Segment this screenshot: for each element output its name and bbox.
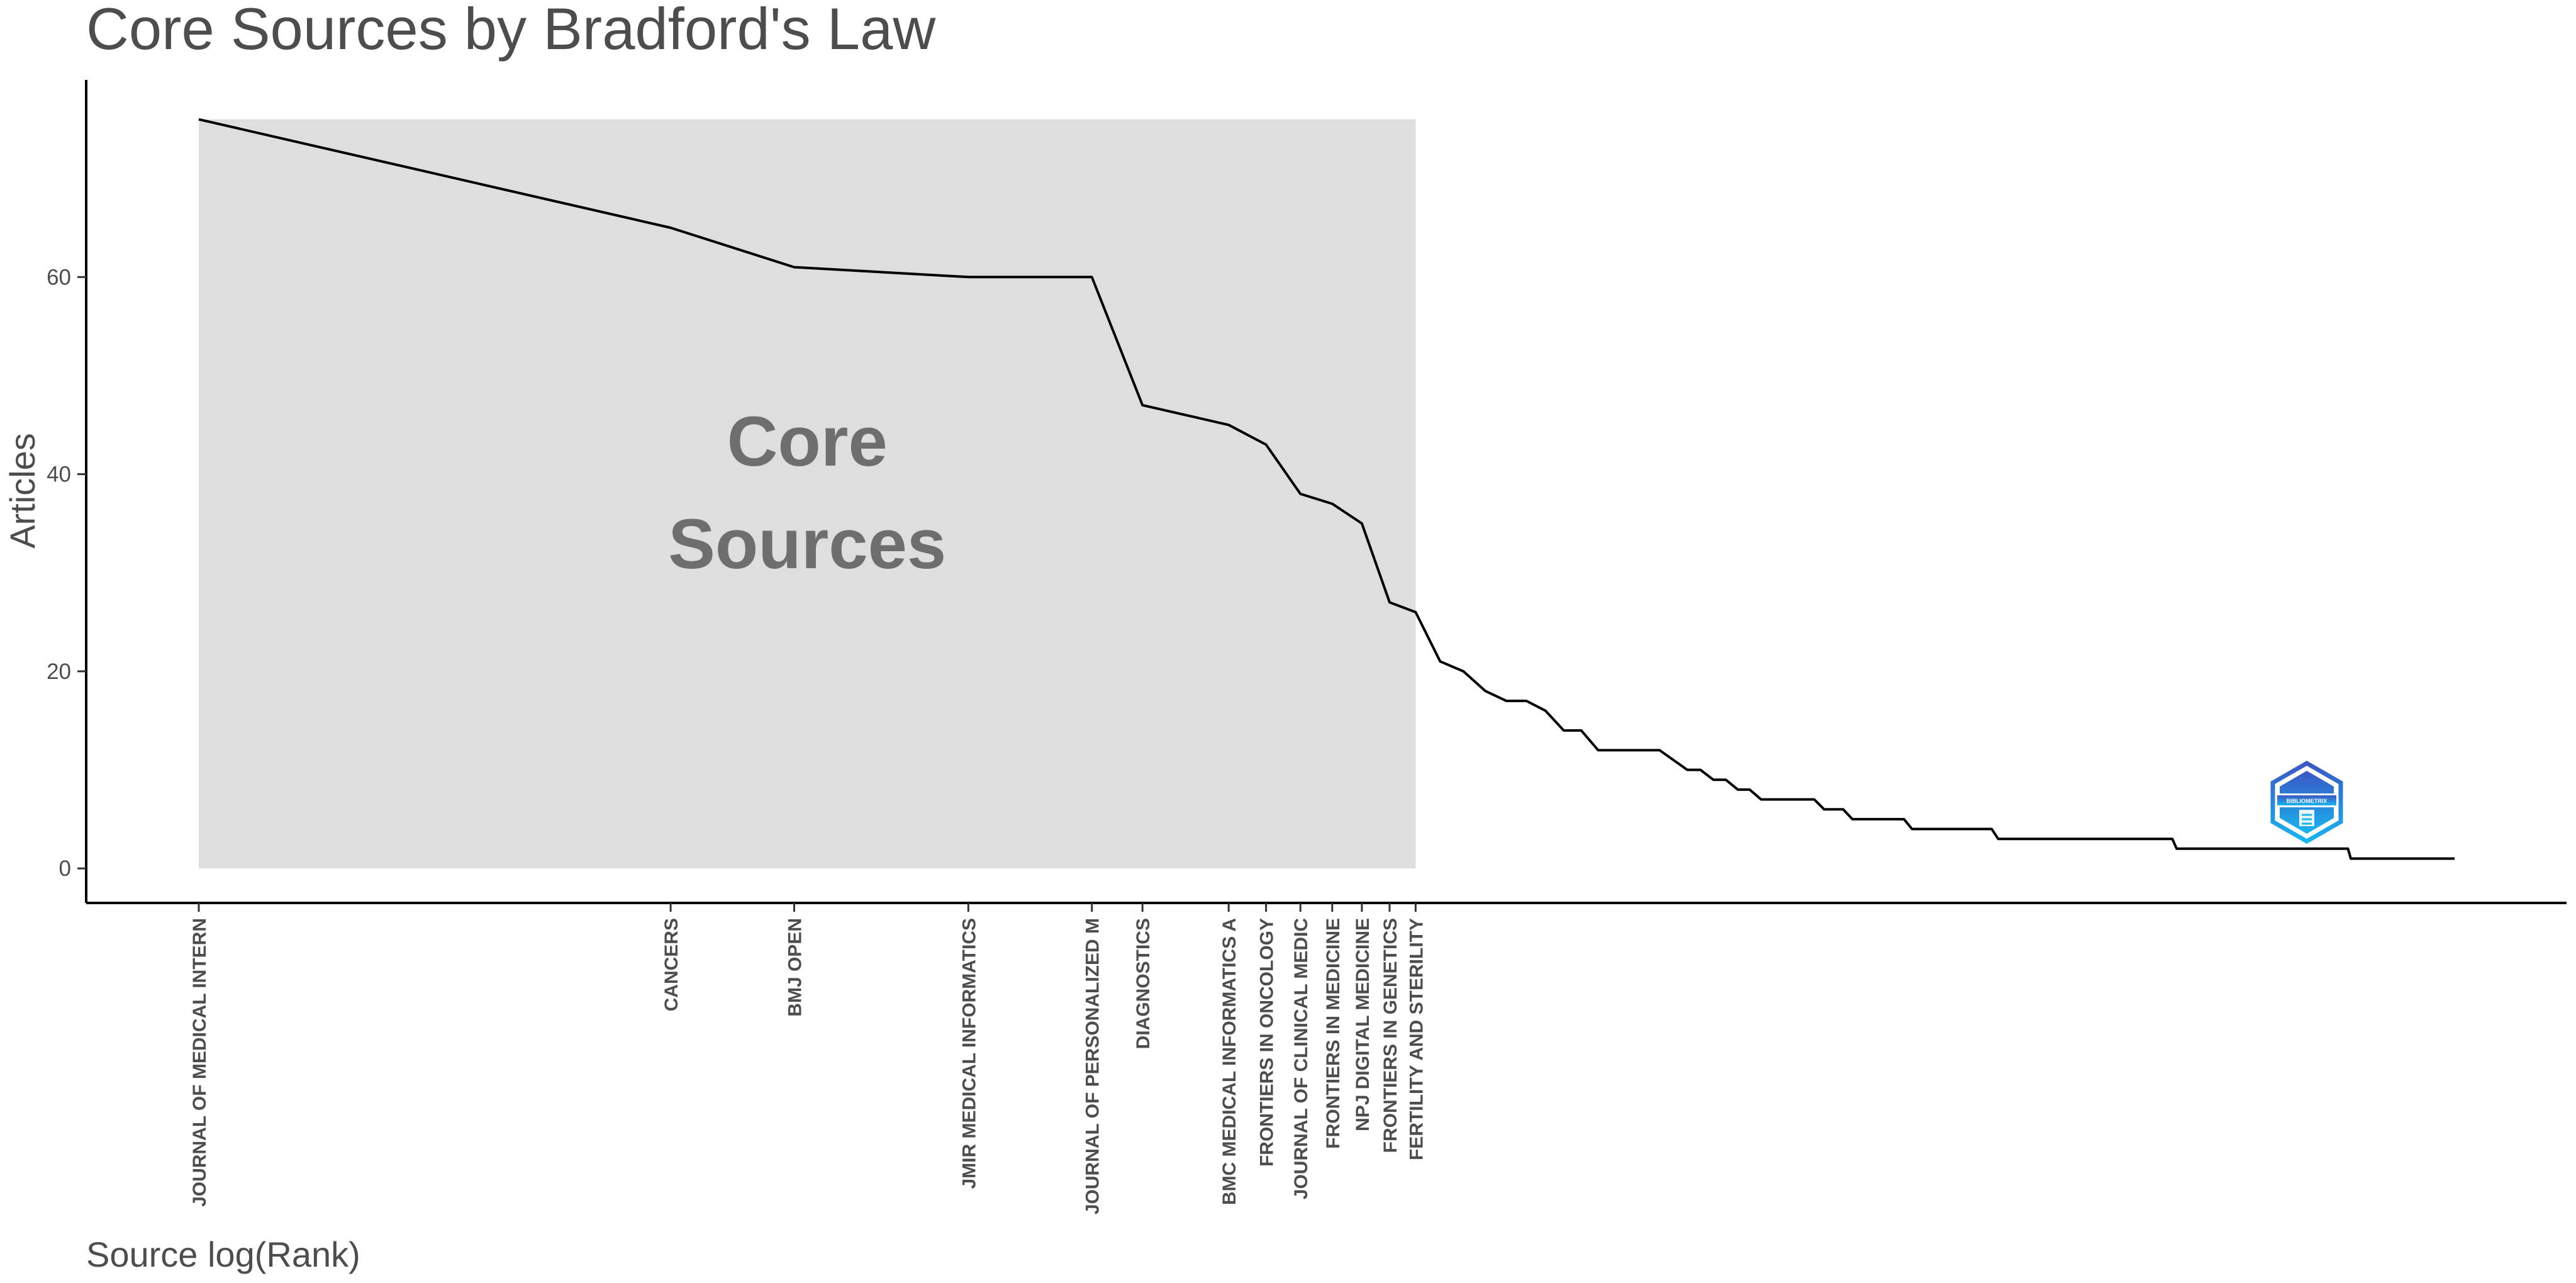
core-zone <box>199 119 1416 869</box>
y-tick-label: 40 <box>47 462 71 487</box>
y-tick-label: 0 <box>59 856 71 881</box>
x-tick-label: CANCERS <box>661 918 682 1011</box>
y-axis-title: Articles <box>3 433 42 549</box>
x-tick-label: NPJ DIGITAL MEDICINE <box>1352 918 1373 1131</box>
core-label-line2: Sources <box>668 505 946 583</box>
x-tick-label: FRONTIERS IN GENETICS <box>1380 918 1401 1153</box>
logo-text: BIBLIOMETRIX <box>2287 798 2328 804</box>
bibliometrix-logo: BIBLIOMETRIX <box>2270 760 2343 844</box>
chart-title: Core Sources by Bradford's Law <box>86 0 936 62</box>
x-tick-label: FRONTIERS IN MEDICINE <box>1323 918 1344 1149</box>
bradford-curve <box>198 118 2455 860</box>
y-tick-label: 60 <box>47 265 71 289</box>
core-label-line1: Core <box>727 402 888 481</box>
x-tick-label: JOURNAL OF CLINICAL MEDIC <box>1291 918 1312 1199</box>
x-tick-label: BMC MEDICAL INFORMATICS A <box>1219 918 1240 1205</box>
plot-area: Core Sources 0 20 40 60 JOURNAL OF MEDICAL INT… <box>47 80 2567 1214</box>
x-tick-label: DIAGNOSTICS <box>1133 918 1154 1049</box>
x-tick-label: FERTILITY AND STERILITY <box>1406 918 1427 1160</box>
x-tick-label: BMJ OPEN <box>785 918 806 1017</box>
y-tick-label: 20 <box>47 659 71 684</box>
x-tick-label: JOURNAL OF MEDICAL INTERN <box>189 918 210 1207</box>
x-tick-label: JOURNAL OF PERSONALIZED M <box>1083 918 1103 1214</box>
x-tick-label: JMIR MEDICAL INFORMATICS <box>959 918 979 1189</box>
x-axis-title: Source log(Rank) <box>86 1235 360 1274</box>
x-tick-label: FRONTIERS IN ONCOLOGY <box>1257 918 1278 1167</box>
